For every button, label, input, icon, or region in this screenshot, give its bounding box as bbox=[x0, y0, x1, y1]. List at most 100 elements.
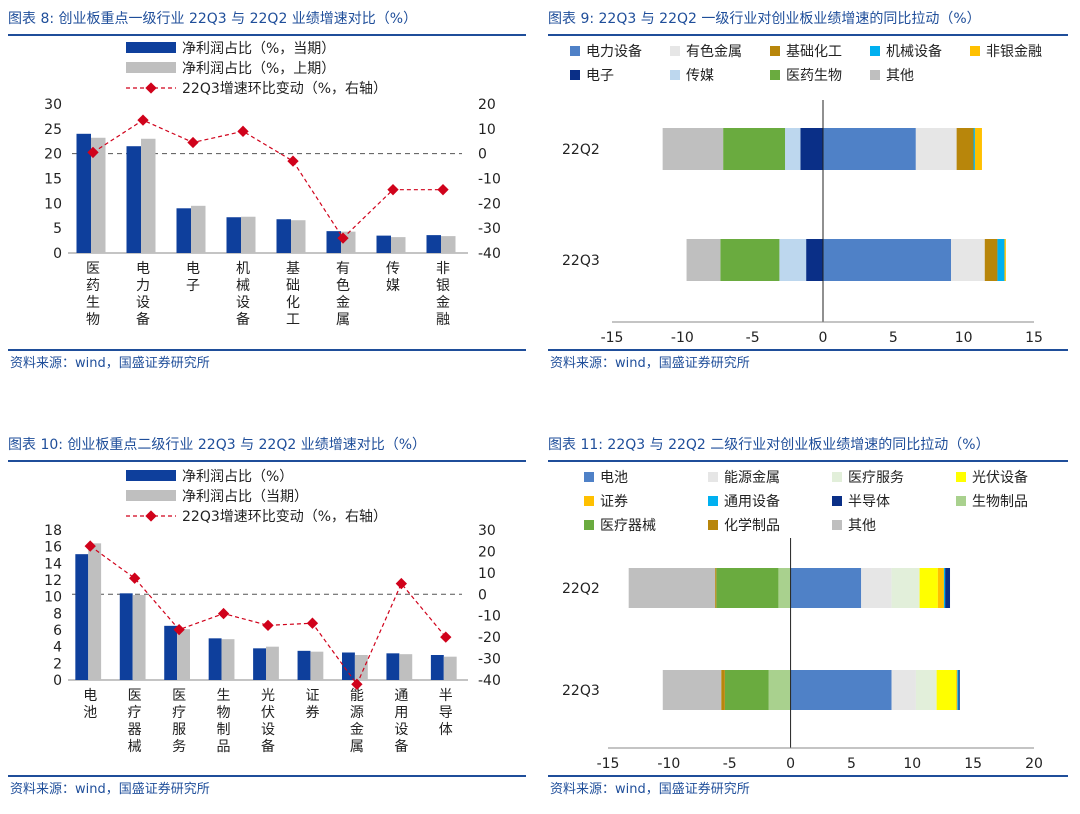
bar bbox=[119, 593, 133, 680]
x-tick-label: -10 bbox=[671, 330, 694, 346]
stacked-bar-segment bbox=[945, 568, 951, 608]
bar bbox=[342, 652, 355, 680]
x-tick-label-char: 制 bbox=[217, 722, 231, 738]
stacked-bar-segment bbox=[806, 239, 823, 281]
x-tick-label-char: 证 bbox=[305, 688, 319, 704]
stacked-bar-segment bbox=[823, 239, 952, 281]
x-tick-label-char: 药 bbox=[86, 278, 100, 294]
y-left-tick-label: 8 bbox=[53, 606, 62, 622]
x-tick-label-char: 器 bbox=[128, 722, 142, 738]
y-left-tick-label: 25 bbox=[44, 122, 62, 138]
y-right-tick-label: -10 bbox=[478, 172, 501, 188]
x-tick-label-char: 力 bbox=[136, 278, 150, 294]
line-point bbox=[440, 631, 452, 643]
stacked-bar-segment bbox=[943, 568, 946, 608]
chart-panel-9: 图表 9: 22Q3 与 22Q2 一级行业对创业板业绩增速的同比拉动（%） 电… bbox=[548, 6, 1068, 376]
stacked-bar-segment bbox=[715, 568, 717, 608]
line-point bbox=[173, 623, 185, 636]
y-right-tick-label: -30 bbox=[478, 652, 501, 668]
x-tick-label: 15 bbox=[964, 756, 982, 772]
source-rule bbox=[8, 349, 526, 351]
y-right-tick-label: -20 bbox=[478, 630, 501, 646]
stacked-bar-segment bbox=[790, 670, 892, 710]
line-point bbox=[387, 184, 399, 196]
bar bbox=[126, 146, 141, 253]
legend-swatch bbox=[584, 520, 594, 530]
stacked-bar-segment bbox=[984, 239, 998, 281]
legend-label: 机械设备 bbox=[886, 43, 942, 60]
y-left-tick-label: 4 bbox=[53, 640, 62, 656]
x-tick-label-char: 色 bbox=[336, 277, 350, 294]
x-tick-label-char: 融 bbox=[436, 312, 450, 328]
x-tick-label: 0 bbox=[819, 330, 828, 346]
bar bbox=[291, 220, 306, 253]
x-tick-label-char: 用 bbox=[394, 705, 408, 721]
x-tick-label-char: 备 bbox=[394, 738, 408, 755]
y-right-tick-label: 0 bbox=[478, 587, 487, 603]
line-point bbox=[129, 572, 141, 584]
bar bbox=[266, 646, 279, 680]
x-tick-label-char: 物 bbox=[86, 312, 100, 328]
y-right-tick-label: -30 bbox=[478, 221, 501, 237]
stacked-bar-segment bbox=[956, 128, 974, 170]
stacked-bar-segment bbox=[662, 670, 722, 710]
line-point bbox=[262, 619, 274, 632]
legend-swatch bbox=[570, 70, 580, 80]
title-rule bbox=[548, 34, 1068, 36]
legend-swatch bbox=[126, 470, 176, 481]
x-tick-label-char: 光 bbox=[261, 688, 275, 704]
stacked-bar-segment bbox=[768, 670, 791, 710]
x-tick-label: 20 bbox=[1025, 756, 1043, 772]
stacked-bar-segment bbox=[628, 568, 716, 608]
legend-swatch bbox=[770, 70, 780, 80]
legend-swatch bbox=[832, 472, 842, 482]
stacked-bar-segment bbox=[823, 128, 916, 170]
title-rule bbox=[8, 460, 526, 462]
x-tick-label-char: 电 bbox=[136, 261, 150, 277]
x-tick-label-char: 半 bbox=[439, 688, 453, 704]
x-tick-label-char: 疗 bbox=[128, 705, 142, 721]
source-note: 资料来源：wind，国盛证券研究所 bbox=[10, 782, 210, 797]
line-point bbox=[187, 136, 199, 149]
chart-title: 图表 11: 22Q3 与 22Q2 二级行业对创业板业绩增速的同比拉动（%） bbox=[548, 437, 990, 453]
x-tick-label-char: 品 bbox=[217, 739, 231, 755]
bar bbox=[208, 638, 222, 680]
legend-label: 22Q3增速环比变动（%，右轴） bbox=[182, 509, 387, 525]
legend-label: 基础化工 bbox=[786, 43, 842, 60]
x-tick-label-char: 金 bbox=[350, 722, 364, 738]
stacked-bar-segment bbox=[973, 128, 975, 170]
legend-label: 其他 bbox=[886, 68, 914, 84]
stacked-bar-segment bbox=[937, 568, 944, 608]
legend-swatch bbox=[832, 496, 842, 506]
stacked-bar-segment bbox=[891, 568, 920, 608]
bar bbox=[443, 656, 457, 680]
x-tick-label-char: 服 bbox=[172, 722, 186, 738]
y-right-tick-label: 30 bbox=[478, 523, 496, 539]
legend-label: 医疗服务 bbox=[848, 470, 904, 486]
x-tick-label-char: 有 bbox=[336, 261, 350, 277]
x-tick-label-char: 备 bbox=[136, 311, 150, 328]
legend-swatch bbox=[126, 62, 176, 73]
legend-swatch bbox=[708, 520, 718, 530]
category-label: 22Q2 bbox=[562, 142, 600, 158]
legend-swatch bbox=[956, 472, 966, 482]
x-tick-label-char: 券 bbox=[305, 705, 319, 721]
legend-swatch bbox=[670, 70, 680, 80]
x-tick-label-char: 备 bbox=[261, 738, 275, 755]
bar bbox=[326, 231, 341, 253]
source-rule bbox=[8, 775, 526, 777]
x-tick-label-char: 备 bbox=[236, 311, 250, 328]
x-tick-label: -15 bbox=[601, 330, 624, 346]
legend-label: 电子 bbox=[586, 68, 614, 84]
x-tick-label-char: 能 bbox=[350, 688, 364, 704]
bar bbox=[399, 654, 413, 680]
bar bbox=[386, 653, 400, 680]
stacked-bar-segment bbox=[720, 239, 780, 281]
legend-marker bbox=[145, 82, 157, 94]
y-right-tick-label: 10 bbox=[478, 566, 496, 582]
legend-label: 电力设备 bbox=[586, 43, 642, 60]
bar bbox=[310, 651, 324, 680]
line-point bbox=[287, 155, 299, 167]
legend-label: 净利润占比（%） bbox=[182, 469, 293, 485]
